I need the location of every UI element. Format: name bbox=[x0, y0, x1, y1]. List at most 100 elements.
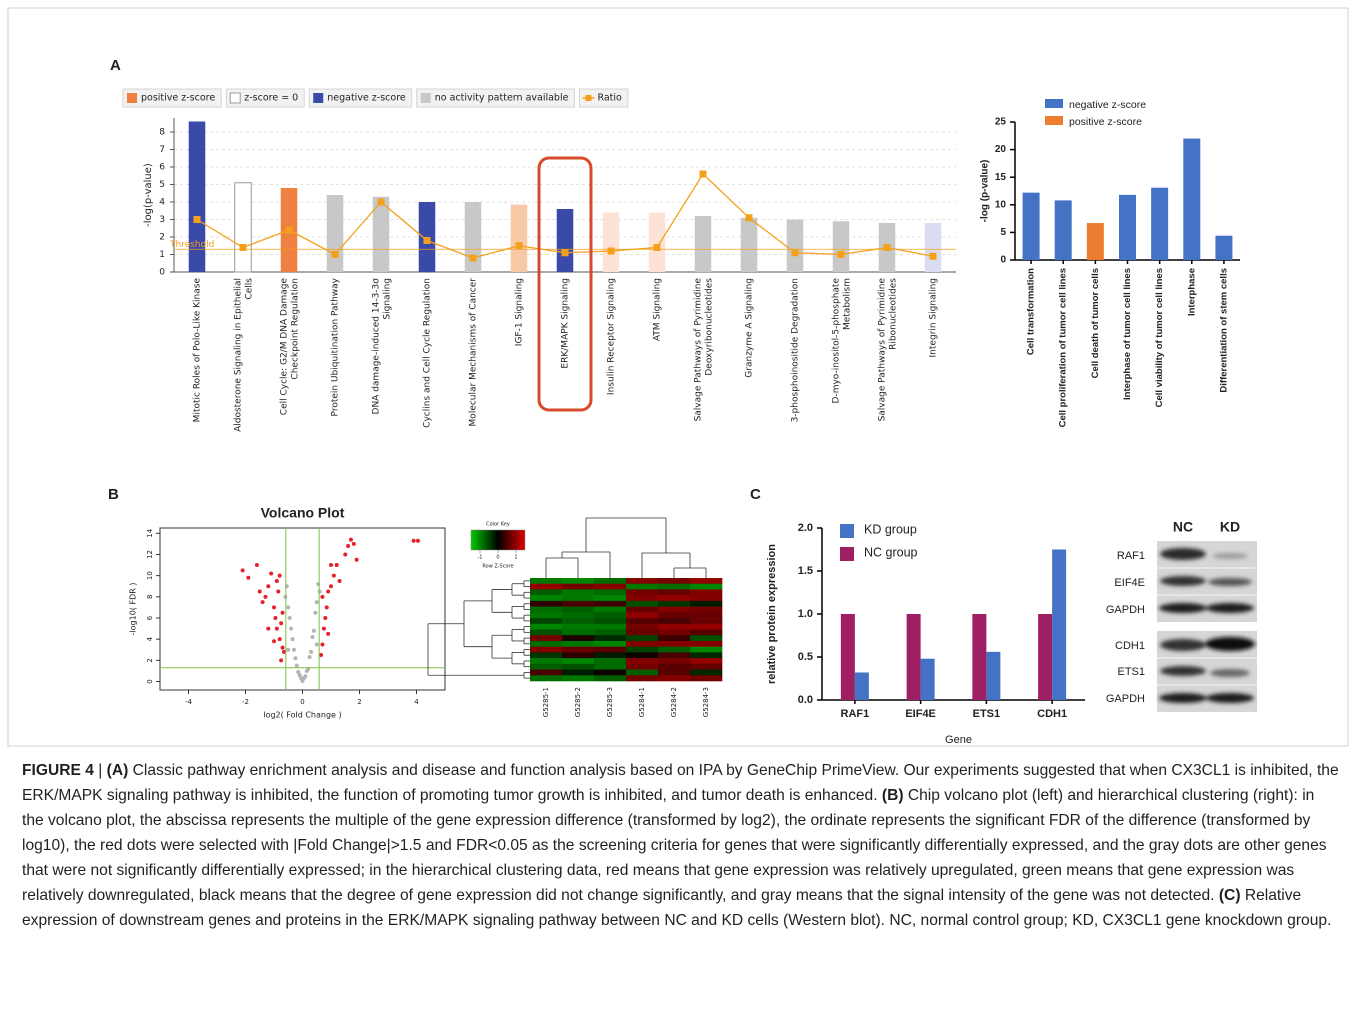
point bbox=[246, 576, 250, 580]
y-tick-label: 0 bbox=[159, 268, 165, 278]
blot-row-label: RAF1 bbox=[1117, 550, 1145, 562]
heatmap-cell bbox=[658, 664, 690, 670]
heatmap-cell bbox=[562, 647, 594, 653]
x-axis-label: log2( Fold Change ) bbox=[263, 711, 341, 720]
point bbox=[315, 600, 319, 604]
point bbox=[322, 627, 326, 631]
key-tick-label: 1 bbox=[514, 555, 517, 561]
y-tick-label: 25 bbox=[995, 117, 1007, 128]
y-tick-label: 10 bbox=[146, 571, 154, 580]
y-tick-label: 0.5 bbox=[798, 651, 813, 663]
column-label: G5284-3 bbox=[702, 687, 710, 717]
y-axis-label: -log(p-value) bbox=[143, 163, 154, 227]
page: A B C NCKDRAF1EIF4EGAPDHCDH1ETS1GAPDH012… bbox=[0, 0, 1356, 1011]
y-axis-label: relative protein expression bbox=[766, 544, 778, 684]
heatmap-cell bbox=[690, 607, 722, 613]
y-tick-label: 5 bbox=[159, 180, 165, 190]
heatmap-cell bbox=[530, 641, 562, 647]
bar bbox=[1023, 193, 1040, 260]
heatmap-cell bbox=[562, 630, 594, 636]
legend-label: NC group bbox=[864, 545, 918, 559]
figure-caption: FIGURE 4 | (A) Classic pathway enrichmen… bbox=[22, 758, 1340, 933]
bar bbox=[907, 614, 921, 700]
point bbox=[338, 579, 342, 583]
label-line: Deoxyribonucleotides bbox=[704, 278, 714, 376]
legend-label: no activity pattern available bbox=[435, 93, 569, 104]
heatmap-cell bbox=[562, 635, 594, 641]
heatmap-cell bbox=[690, 664, 722, 670]
heatmap-cell bbox=[658, 595, 690, 601]
heatmap-cell bbox=[530, 675, 562, 681]
legend-swatch bbox=[421, 93, 431, 103]
heatmap-cell bbox=[690, 635, 722, 641]
bar bbox=[235, 183, 252, 272]
band bbox=[1159, 693, 1207, 703]
x-tick-label: EIF4E bbox=[905, 708, 936, 720]
legend-swatch bbox=[840, 547, 854, 561]
column-label: G5285-1 bbox=[542, 687, 550, 717]
ratio-marker bbox=[332, 251, 339, 258]
blot-column-label: KD bbox=[1220, 519, 1240, 535]
y-tick-label: 6 bbox=[146, 615, 154, 620]
heatmap-cell bbox=[530, 635, 562, 641]
x-tick-label: RAF1 bbox=[841, 708, 870, 720]
heatmap-cell bbox=[658, 618, 690, 624]
heatmap-cell bbox=[626, 595, 658, 601]
heatmap-cell bbox=[530, 624, 562, 630]
point bbox=[273, 616, 277, 620]
heatmap-cell bbox=[594, 589, 626, 595]
x-tick-label: D-myo-inositol-5-phosphateMetabolism bbox=[831, 278, 852, 404]
y-tick-label: 0.0 bbox=[798, 694, 813, 706]
band bbox=[1160, 548, 1206, 560]
ratio-marker bbox=[608, 248, 615, 255]
bar bbox=[1119, 195, 1136, 260]
heatmap-cell bbox=[690, 670, 722, 676]
x-tick-label: Cell proliferation of tumor cell lines bbox=[1058, 268, 1069, 427]
point bbox=[329, 584, 333, 588]
point bbox=[349, 538, 353, 542]
column-label: G5285-2 bbox=[574, 687, 582, 717]
label-line: Signaling bbox=[382, 278, 392, 320]
heatmap-cell bbox=[562, 670, 594, 676]
point bbox=[258, 590, 262, 594]
point bbox=[309, 650, 313, 654]
heatmap-cell bbox=[562, 658, 594, 664]
point bbox=[412, 539, 416, 543]
ratio-marker bbox=[378, 199, 385, 206]
heatmap-cell bbox=[658, 630, 690, 636]
chart-title: Volcano Plot bbox=[261, 505, 345, 521]
heatmap-cell bbox=[626, 589, 658, 595]
label-line: Aldosterone Signaling in Epithelial bbox=[233, 278, 243, 432]
y-tick-label: 4 bbox=[146, 636, 154, 641]
y-tick-label: 1.5 bbox=[798, 565, 813, 577]
x-tick-label: Protein Ubiquitination Pathway bbox=[331, 277, 341, 416]
heatmap-cell bbox=[626, 652, 658, 658]
bar bbox=[787, 220, 804, 273]
heatmap-cell bbox=[594, 658, 626, 664]
heatmap-cell bbox=[626, 664, 658, 670]
heatmap-cell bbox=[690, 612, 722, 618]
caption-text: (C) bbox=[1219, 887, 1241, 904]
heatmap-cell bbox=[530, 578, 562, 584]
caption-text: Chip volcano plot (left) and hierarchica… bbox=[22, 787, 1331, 904]
point bbox=[286, 648, 290, 652]
heatmap-cell bbox=[530, 652, 562, 658]
point bbox=[320, 642, 324, 646]
x-tick-label: Cell Cycle: G2/M DNA DamageCheckpoint Re… bbox=[279, 278, 300, 416]
y-tick-label: 3 bbox=[159, 215, 165, 225]
point bbox=[278, 637, 282, 641]
ratio-marker bbox=[792, 249, 799, 256]
point bbox=[275, 627, 279, 631]
blot-row-label: GAPDH bbox=[1106, 604, 1145, 616]
point bbox=[275, 579, 279, 583]
heatmap-cell bbox=[690, 658, 722, 664]
x-tick-label: Salvage Pathways of PyrimidineDeoxyribon… bbox=[693, 278, 714, 422]
heatmap-cell bbox=[530, 601, 562, 607]
heatmap-cell bbox=[626, 630, 658, 636]
heatmap-cell bbox=[594, 630, 626, 636]
heatmap-cell bbox=[562, 641, 594, 647]
western-blot bbox=[1157, 541, 1257, 712]
x-tick-label: Insulin Receptor Signaling bbox=[607, 278, 617, 395]
y-tick-label: 7 bbox=[159, 145, 165, 155]
band bbox=[1206, 693, 1254, 703]
